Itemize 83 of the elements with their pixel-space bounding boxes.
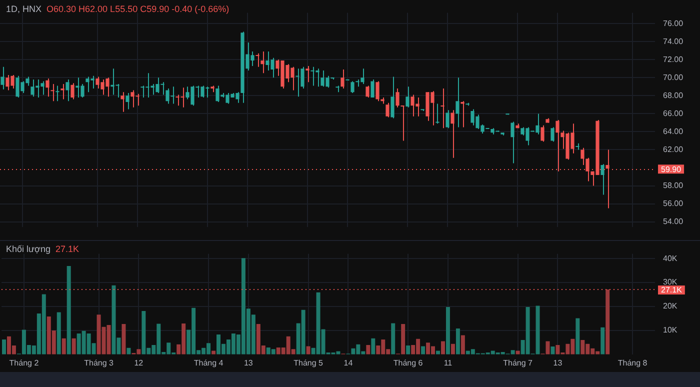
bar: [456, 328, 460, 354]
bar: [62, 338, 66, 354]
candlestick: [446, 110, 450, 129]
ref-line-label: 59.90: [661, 164, 682, 174]
candlestick: [66, 78, 70, 102]
y-tick-label: 30K: [663, 278, 678, 287]
x-tick-label: Tháng 6: [393, 358, 424, 368]
candlestick: [56, 85, 60, 102]
bar: [66, 266, 71, 354]
candlestick: [436, 103, 440, 124]
y-tick-label: 10K: [663, 326, 678, 335]
candlestick: [0, 66, 4, 90]
candlestick: [460, 100, 464, 128]
bar: [122, 324, 126, 354]
candlestick: [366, 85, 370, 98]
candlestick: [540, 124, 544, 142]
candlestick: [440, 88, 444, 129]
candlestick: [386, 102, 390, 118]
candlestick: [70, 82, 74, 100]
chart-title: 1D, HNX: [6, 4, 42, 14]
candlestick: [406, 86, 410, 108]
candlestick: [510, 121, 514, 164]
x-tick-label: Tháng 7: [503, 358, 534, 368]
y-tick-label: 58.00: [663, 180, 684, 190]
bar: [366, 345, 370, 354]
bar: [550, 346, 555, 354]
candlestick: [370, 78, 374, 98]
y-tick-label: 74.00: [663, 36, 684, 46]
candlestick: [60, 83, 64, 100]
candlestick: [400, 105, 404, 142]
y-tick-label: 56.00: [663, 198, 684, 208]
bar: [126, 348, 131, 354]
y-tick-label: 54.00: [663, 217, 684, 226]
candlestick: [340, 69, 344, 89]
chart-subtitle: O60.30 H62.00 L55.50 C59.90 -0.40 (-0.66%): [46, 4, 230, 14]
y-tick-label: 64.00: [663, 126, 684, 136]
candlestick: [120, 92, 124, 112]
bar: [2, 340, 6, 354]
chart-subtitle: 27.1K: [55, 244, 79, 254]
y-tick-label: 70.00: [663, 72, 684, 82]
y-tick-label: 66.00: [663, 108, 684, 118]
bar: [440, 341, 445, 354]
chart-title: Khối lượng: [6, 244, 50, 254]
bar: [450, 344, 455, 354]
candlestick: [306, 65, 310, 83]
y-tick-label: 68.00: [663, 90, 684, 100]
bar: [371, 338, 376, 354]
x-tick-label: Tháng 3: [84, 358, 114, 368]
bar: [406, 346, 410, 354]
candlestick: [600, 164, 604, 196]
y-tick-label: 62.00: [663, 144, 684, 154]
candlestick: [456, 77, 460, 128]
bar: [460, 335, 465, 354]
x-tick-label: 11: [444, 358, 453, 368]
bar: [72, 338, 76, 354]
x-tick-label: 14: [344, 358, 354, 368]
x-tick-label: 13: [553, 358, 563, 368]
bar: [306, 346, 310, 354]
candlestick: [550, 126, 554, 142]
y-tick-label: 20K: [663, 302, 678, 311]
y-tick-label: 76.00: [663, 18, 684, 28]
ref-line-label: 27.1K: [661, 286, 683, 295]
bar: [421, 346, 426, 354]
x-tick-label: 12: [134, 358, 144, 368]
bar: [56, 312, 61, 354]
candlestick: [350, 80, 354, 94]
candlestick: [260, 51, 264, 74]
x-tick-label: Tháng 4: [194, 358, 224, 368]
bar: [606, 289, 610, 354]
x-tick-label: 13: [244, 358, 254, 368]
bar: [446, 306, 450, 354]
candlestick: [126, 92, 130, 110]
bar: [600, 327, 605, 354]
y-tick-label: 72.00: [663, 54, 684, 64]
x-tick-label: Tháng 8: [618, 358, 648, 368]
bar: [391, 323, 396, 354]
x-tick-label: Tháng 2: [9, 358, 40, 368]
candlestick: [396, 88, 400, 108]
candlestick: [390, 76, 394, 119]
bar: [576, 318, 580, 354]
x-tick-label: Tháng 5: [294, 358, 324, 368]
candlestick: [450, 110, 454, 158]
y-tick-label: 40K: [663, 254, 678, 263]
